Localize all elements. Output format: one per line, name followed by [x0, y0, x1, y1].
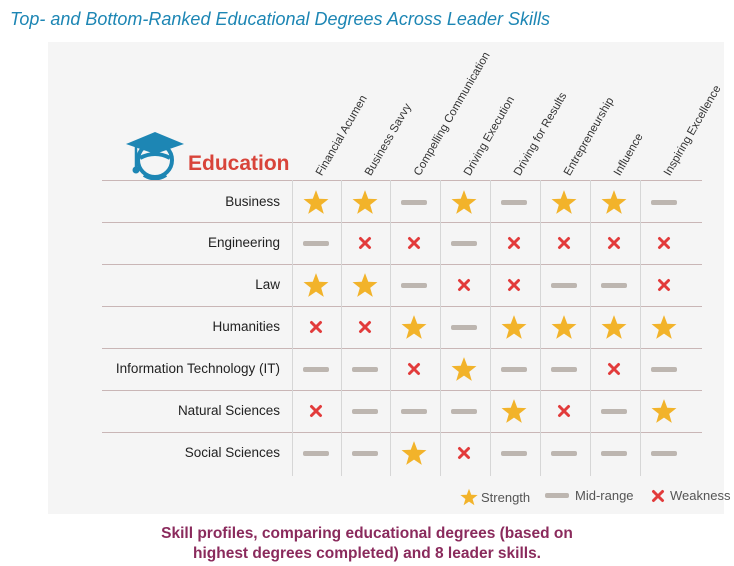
column-divider: [640, 180, 641, 476]
dash-icon: [540, 433, 588, 473]
star-icon: [292, 182, 340, 222]
column-divider: [341, 180, 342, 476]
row-label: Business: [225, 194, 280, 209]
graduation-cap-icon: [126, 132, 184, 181]
star-icon: [490, 391, 538, 431]
star-icon: [540, 307, 588, 347]
dash-icon: [540, 349, 588, 389]
cross-icon: [390, 223, 438, 263]
dash-icon: [390, 182, 438, 222]
row-divider: [102, 390, 702, 391]
row-label: Law: [255, 277, 280, 292]
legend-midrange: Mid-range: [545, 488, 634, 503]
star-icon: [540, 182, 588, 222]
star-icon: [640, 307, 688, 347]
column-divider: [390, 180, 391, 476]
cross-icon: [292, 391, 340, 431]
dash-icon: [640, 433, 688, 473]
star-icon: [390, 433, 438, 473]
legend-weakness-label: Weakness: [670, 488, 731, 503]
cross-icon: [640, 223, 688, 263]
cross-icon: [440, 433, 488, 473]
dash-icon: [390, 265, 438, 305]
legend-strength: Strength: [460, 488, 530, 506]
column-divider: [590, 180, 591, 476]
dash-icon: [390, 391, 438, 431]
star-icon: [341, 182, 389, 222]
cross-icon: [652, 489, 664, 502]
star-icon: [440, 182, 488, 222]
dash-icon: [292, 433, 340, 473]
row-label: Humanities: [212, 319, 280, 334]
dash-icon: [440, 307, 488, 347]
chart-panel: [48, 42, 724, 514]
row-label: Natural Sciences: [177, 403, 280, 418]
star-icon: [590, 182, 638, 222]
dash-icon: [341, 349, 389, 389]
row-divider: [102, 264, 702, 265]
cross-icon: [490, 223, 538, 263]
row-label: Information Technology (IT): [115, 361, 280, 376]
cross-icon: [490, 265, 538, 305]
legend-weakness: Weakness: [651, 488, 730, 503]
dash-icon: [440, 223, 488, 263]
cross-icon: [540, 391, 588, 431]
column-divider: [490, 180, 491, 476]
education-label: Education: [188, 152, 290, 175]
dash-icon: [490, 182, 538, 222]
dash-icon: [440, 391, 488, 431]
caption-line-1: Skill profiles, comparing educational de…: [161, 525, 573, 542]
row-divider: [102, 306, 702, 307]
star-icon: [590, 307, 638, 347]
legend-strength-label: Strength: [481, 489, 531, 505]
dash-icon: [590, 433, 638, 473]
row-label: Social Sciences: [184, 445, 280, 460]
star-icon: [460, 488, 478, 506]
row-divider: [102, 222, 702, 223]
cross-icon: [440, 265, 488, 305]
cross-icon: [640, 265, 688, 305]
dash-icon: [490, 433, 538, 473]
row-divider: [102, 180, 702, 181]
dash-icon: [341, 433, 389, 473]
cross-icon: [390, 349, 438, 389]
cross-icon: [590, 223, 638, 263]
dash-icon: [640, 182, 688, 222]
star-icon: [640, 391, 688, 431]
dash-icon: [590, 265, 638, 305]
dash-icon: [590, 391, 638, 431]
cross-icon: [341, 223, 389, 263]
cross-icon: [341, 307, 389, 347]
dash-icon: [292, 349, 340, 389]
cross-icon: [292, 307, 340, 347]
row-divider: [102, 432, 702, 433]
dash-icon: [490, 349, 538, 389]
row-divider: [102, 348, 702, 349]
dash-icon: [545, 493, 569, 498]
dash-icon: [540, 265, 588, 305]
column-divider: [540, 180, 541, 476]
dash-icon: [341, 391, 389, 431]
cross-icon: [590, 349, 638, 389]
caption-line-2: highest degrees completed) and 8 leader …: [192, 545, 541, 562]
star-icon: [390, 307, 438, 347]
star-icon: [341, 265, 389, 305]
legend-midrange-label: Mid-range: [575, 488, 634, 503]
dash-icon: [292, 223, 340, 263]
column-divider: [292, 180, 293, 476]
star-icon: [292, 265, 340, 305]
chart-title: Top- and Bottom-Ranked Educational Degre…: [10, 9, 550, 29]
star-icon: [440, 349, 488, 389]
star-icon: [490, 307, 538, 347]
dash-icon: [640, 349, 688, 389]
column-divider: [440, 180, 441, 476]
row-label: Engineering: [207, 235, 280, 250]
cross-icon: [540, 223, 588, 263]
